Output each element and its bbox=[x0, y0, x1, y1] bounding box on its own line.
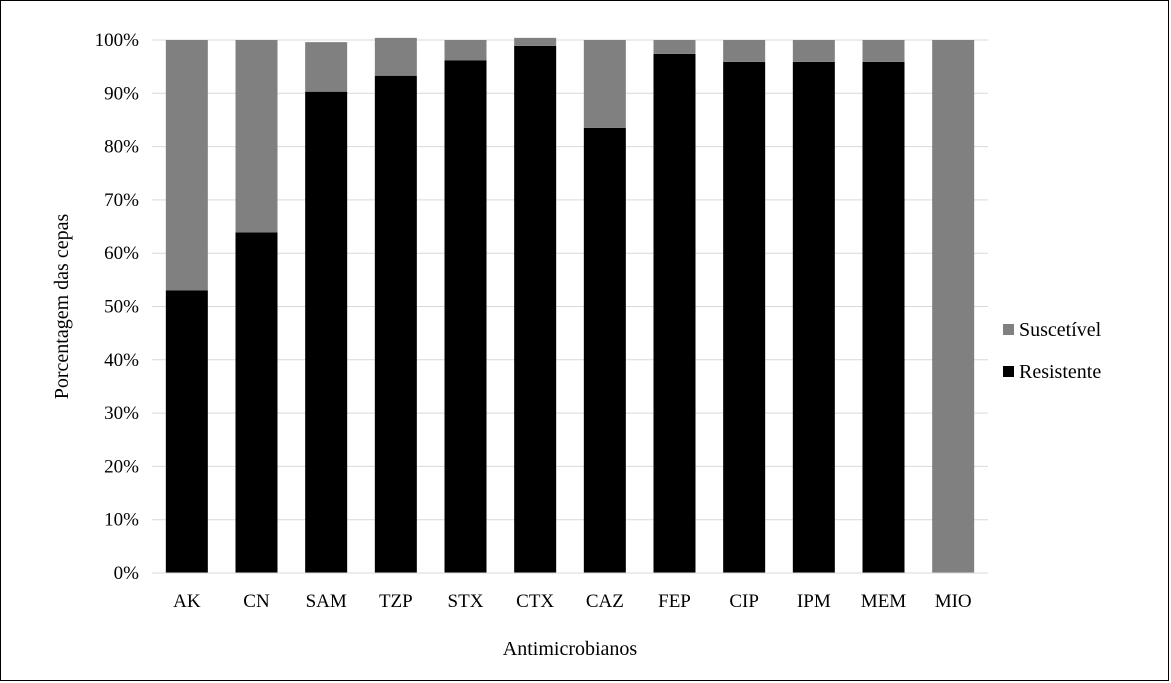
bar-resistente-ak bbox=[165, 290, 208, 573]
bar-suscetvel-ctx bbox=[514, 37, 557, 46]
x-tick-label: CTX bbox=[516, 591, 554, 612]
bar-suscetvel-ak bbox=[165, 40, 208, 291]
x-tick-label: FEP bbox=[658, 591, 691, 612]
bar-resistente-sam bbox=[305, 91, 348, 574]
gridlines bbox=[152, 39, 988, 521]
bars bbox=[165, 37, 975, 574]
bar-suscetvel-cip bbox=[723, 40, 766, 62]
bar-resistente-caz bbox=[583, 127, 626, 573]
x-tick-label: MIO bbox=[935, 591, 972, 612]
bar-resistente-fep bbox=[653, 53, 696, 573]
x-tick-label: AK bbox=[173, 591, 201, 612]
bar-suscetvel-fep bbox=[653, 40, 696, 54]
bar-suscetvel-stx bbox=[444, 40, 487, 61]
y-tick-label: 30% bbox=[104, 403, 139, 424]
x-tick-label: IPM bbox=[797, 591, 831, 612]
y-tick-label: 70% bbox=[104, 190, 139, 211]
x-tick-label: STX bbox=[448, 591, 484, 612]
bar-suscetvel-mio bbox=[932, 40, 975, 573]
legend-swatch-resistente bbox=[1003, 366, 1014, 377]
bar-resistente-cip bbox=[723, 61, 766, 574]
bar-suscetvel-caz bbox=[583, 40, 626, 128]
y-tick-label: 40% bbox=[104, 350, 139, 371]
bar-suscetvel-ipm bbox=[792, 40, 835, 62]
y-axis-title: Porcentagem das cepas bbox=[51, 214, 73, 400]
legend: Suscetível Resistente bbox=[1003, 319, 1102, 383]
y-tick-label: 100% bbox=[95, 30, 140, 51]
y-tick-label: 60% bbox=[104, 243, 139, 264]
bar-suscetvel-sam bbox=[305, 42, 348, 92]
x-axis-title: Antimicrobianos bbox=[503, 638, 638, 660]
bar-resistente-stx bbox=[444, 60, 487, 573]
bar-suscetvel-cn bbox=[235, 40, 278, 233]
bar-resistente-tzp bbox=[374, 75, 417, 573]
y-tick-label: 0% bbox=[114, 563, 140, 584]
legend-swatch-suscetivel bbox=[1003, 324, 1014, 335]
x-axis-ticks: AK CN SAM TZP STX CTX CAZ FEP CIP IPM MEM MIO bbox=[173, 591, 972, 612]
x-tick-label: SAM bbox=[306, 591, 347, 612]
y-tick-label: 20% bbox=[104, 456, 139, 477]
x-tick-label: MEM bbox=[861, 591, 907, 612]
x-tick-label: TZP bbox=[379, 591, 413, 612]
bar-resistente-ctx bbox=[514, 45, 557, 574]
y-tick-label: 50% bbox=[104, 297, 139, 318]
bar-resistente-ipm bbox=[792, 61, 835, 574]
legend-label-resistente: Resistente bbox=[1019, 361, 1101, 383]
bar-resistente-mem bbox=[862, 61, 905, 574]
y-tick-label: 10% bbox=[104, 510, 139, 531]
x-tick-label: CIP bbox=[729, 591, 759, 612]
y-axis-ticks: 0% 10% 20% 30% 40% 50% 60% 70% 80% 90% 100% bbox=[95, 30, 140, 584]
bar-suscetvel-mem bbox=[862, 40, 905, 62]
x-tick-label: CAZ bbox=[586, 591, 624, 612]
x-tick-label: CN bbox=[243, 591, 270, 612]
bar-resistente-cn bbox=[235, 232, 278, 573]
y-tick-label: 90% bbox=[104, 83, 139, 104]
y-tick-label: 80% bbox=[104, 137, 139, 158]
bar-suscetvel-tzp bbox=[374, 37, 417, 76]
legend-label-suscetivel: Suscetível bbox=[1019, 319, 1102, 341]
